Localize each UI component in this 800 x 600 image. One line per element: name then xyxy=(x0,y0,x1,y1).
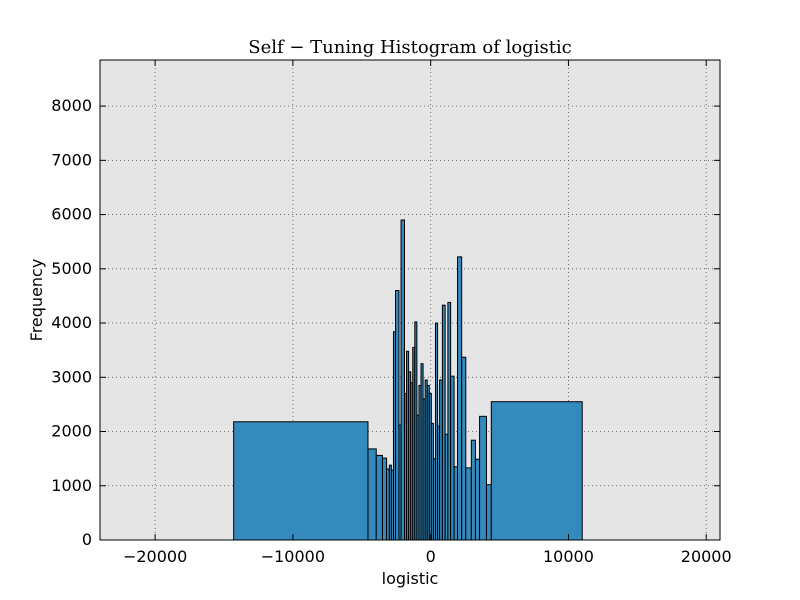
y-tick-label: 7000 xyxy=(51,150,92,169)
y-tick-label: 8000 xyxy=(51,96,92,115)
histogram-bar xyxy=(479,415,487,541)
histogram-bar xyxy=(381,457,388,541)
plot-frame xyxy=(99,59,721,541)
x-axis-label: logistic xyxy=(382,569,439,588)
histogram-bar xyxy=(453,466,459,541)
x-tick-label: −20000 xyxy=(123,547,187,566)
histogram-bars xyxy=(233,219,583,541)
x-tick-label: −10000 xyxy=(261,547,325,566)
histogram-bar xyxy=(233,421,369,541)
histogram-bar xyxy=(474,458,481,541)
x-tick-label: 10000 xyxy=(543,547,594,566)
x-tick-label: 0 xyxy=(426,547,436,566)
histogram-bar xyxy=(457,256,463,541)
histogram-bar xyxy=(470,439,476,541)
y-tick-label: 1000 xyxy=(51,476,92,495)
histogram-bar xyxy=(490,401,583,541)
histogram-bar xyxy=(367,448,377,541)
y-tick-label: 0 xyxy=(82,530,92,549)
axis-ticks: −20000 −10000 0 10000 20000 0 1000 2000 3000 4000… xyxy=(51,60,732,566)
histogram-bar xyxy=(465,467,472,541)
y-tick-label: 2000 xyxy=(51,422,92,441)
histogram-bar xyxy=(395,290,400,541)
chart-title: Self − Tuning Histogram of logistic xyxy=(248,37,572,58)
histogram-bar xyxy=(485,484,492,541)
y-tick-label: 3000 xyxy=(51,367,92,386)
grid-lines xyxy=(100,60,720,541)
histogram-bar xyxy=(450,375,455,541)
histogram-bar xyxy=(461,356,467,541)
histogram-bar xyxy=(400,219,405,541)
histogram-bar xyxy=(375,454,383,541)
x-tick-label: 20000 xyxy=(681,547,732,566)
y-axis-label: Frequency xyxy=(27,259,46,342)
y-tick-label: 6000 xyxy=(51,205,92,224)
y-tick-label: 5000 xyxy=(51,259,92,278)
y-tick-label: 4000 xyxy=(51,313,92,332)
